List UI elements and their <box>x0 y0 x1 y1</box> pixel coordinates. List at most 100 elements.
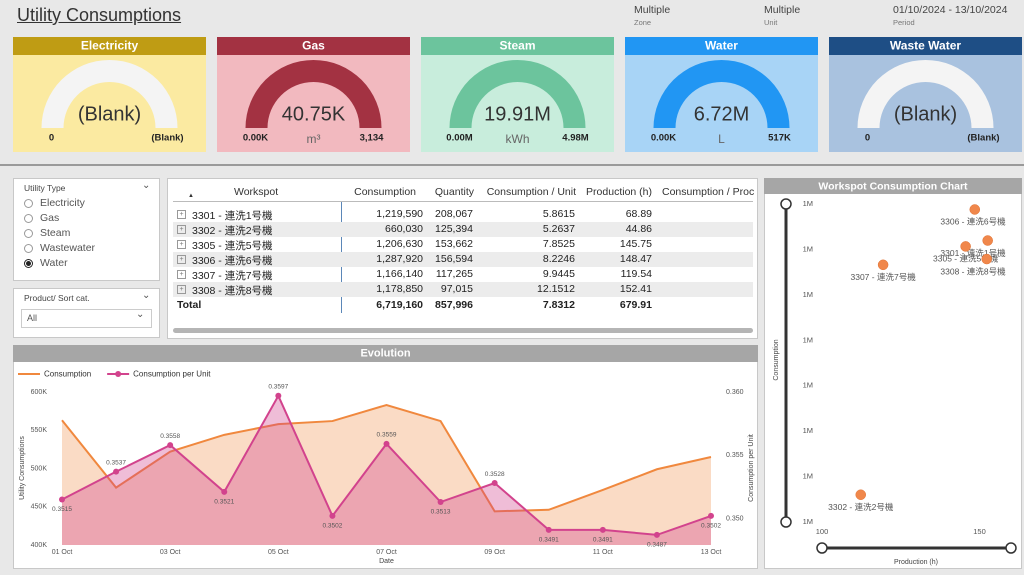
expand-icon[interactable]: + <box>177 240 186 249</box>
radio[interactable] <box>24 229 33 238</box>
table-cell: 9.9445 <box>542 268 575 280</box>
gauge-title: Electricity <box>81 39 139 53</box>
table-cell: 117,265 <box>435 268 473 280</box>
column-header[interactable]: Quantity <box>434 186 474 198</box>
expand-icon[interactable]: + <box>177 225 186 234</box>
gauge-body <box>217 55 410 152</box>
table-cell: 5.8615 <box>542 208 575 220</box>
radio[interactable] <box>24 244 33 253</box>
slicer-title: Product/ Sort cat. <box>24 293 90 303</box>
table-cell: 8.2246 <box>542 253 575 265</box>
gauge-value: 19.91M <box>484 103 551 125</box>
row-shade <box>173 222 753 237</box>
table-cell: 3307 - 連洗7号機 <box>192 270 273 282</box>
gauge-arc <box>41 60 178 128</box>
table-cell: Total <box>177 299 202 311</box>
slicer-title: Utility Type <box>24 183 66 193</box>
scrollbar[interactable] <box>173 328 753 333</box>
separator <box>0 164 1024 166</box>
column-header[interactable]: Workspot <box>234 186 279 198</box>
chevron: ⌄ <box>142 290 151 301</box>
gauge-title: Water <box>705 39 738 53</box>
table-cell: 7.8525 <box>542 238 575 250</box>
row-shade <box>173 282 753 297</box>
gauge-min: 0.00M <box>446 133 472 144</box>
table-cell: 68.89 <box>625 208 652 220</box>
radio[interactable] <box>24 214 33 223</box>
table-cell: 153,662 <box>435 238 473 250</box>
table-cell: 97,015 <box>440 283 473 295</box>
table-cell: 7.8312 <box>542 299 575 311</box>
radio[interactable] <box>24 199 33 208</box>
filter-value[interactable]: Multiple <box>764 4 801 16</box>
header-rule <box>173 201 753 202</box>
radio-label[interactable]: Steam <box>40 227 71 239</box>
table-cell: 12.1512 <box>537 283 575 295</box>
column-header[interactable]: Consumption <box>354 186 416 198</box>
radio-label[interactable]: Gas <box>40 212 60 224</box>
table-cell: 1,178,850 <box>376 283 423 295</box>
gauge-value: 40.75K <box>282 103 346 125</box>
gauge-value: 6.72M <box>694 103 750 125</box>
column-header[interactable]: Consumption / Unit <box>486 186 576 198</box>
table-cell: 44.86 <box>625 223 652 235</box>
gauge-header <box>217 37 410 55</box>
gauge-title: Gas <box>302 39 325 53</box>
scatter-panel <box>764 178 1022 569</box>
chevron: ⌄ <box>142 180 151 191</box>
table-cell: 660,030 <box>385 223 423 235</box>
gauge-min: 0.00K <box>651 133 676 144</box>
page-title: Utility Consumptions <box>17 5 182 25</box>
gauge-title: Steam <box>499 39 535 53</box>
expand-icon[interactable]: + <box>177 285 186 294</box>
gauge-max: 517K <box>768 133 791 144</box>
expand-icon[interactable]: + <box>177 270 186 279</box>
filter-value[interactable]: 01/10/2024 - 13/10/2024 <box>893 4 1008 16</box>
table-cell: 3308 - 連洗8号機 <box>192 285 273 297</box>
gauge-min: 0 <box>865 133 870 144</box>
expand-icon[interactable]: + <box>177 255 186 264</box>
column-header[interactable]: Production (h) <box>586 186 652 198</box>
row-shade <box>173 252 753 267</box>
filter-value[interactable]: Multiple <box>634 4 671 16</box>
gauge-arc <box>653 60 790 128</box>
table-cell: 1,166,140 <box>376 268 423 280</box>
workspot-table: ▲ Workspot Consumption Quantity Consumption … <box>167 178 758 339</box>
gauge-min: 0.00K <box>243 133 268 144</box>
gauge-min: 0 <box>49 133 54 144</box>
gauge-value: (Blank) <box>78 103 141 125</box>
radio[interactable] <box>24 259 33 268</box>
table-cell: 857,996 <box>435 299 473 311</box>
radio-label[interactable]: Water <box>40 257 68 269</box>
gauge-body <box>625 55 818 152</box>
table-cell: 1,206,630 <box>376 238 423 250</box>
gauge-header <box>421 37 614 55</box>
dropdown-value[interactable]: All <box>27 313 38 323</box>
dropdown-chevron: ⌄ <box>136 309 145 320</box>
table-cell: 679.91 <box>619 299 652 311</box>
column-header[interactable]: Consumption / Proc <box>662 186 755 198</box>
dropdown[interactable]: All ⌄ <box>21 309 152 328</box>
table-cell: 1,219,590 <box>376 208 423 220</box>
table-cell: 148.47 <box>619 253 652 265</box>
radio-label[interactable]: Electricity <box>40 197 85 209</box>
gauge-max: (Blank) <box>151 133 183 144</box>
gauge-unit: L <box>718 132 725 146</box>
utility-type-slicer: Utility Type ⌄ Electricity Gas Steam Wastewat… <box>13 178 160 281</box>
gauge-max: (Blank) <box>967 133 999 144</box>
gauge-arc <box>857 60 994 128</box>
table-cell: 152.41 <box>619 283 652 295</box>
filter-caption: Zone <box>634 18 652 27</box>
table-cell: 119.54 <box>620 268 652 280</box>
table-cell: 1,287,920 <box>376 253 423 265</box>
radio-label[interactable]: Wastewater <box>40 242 96 254</box>
gauge-unit: kWh <box>506 132 530 146</box>
gauge-max: 3,134 <box>360 133 384 144</box>
gauge-body <box>829 55 1022 152</box>
filter-caption: Period <box>893 18 915 27</box>
table-cell: 3305 - 連洗5号機 <box>192 240 273 252</box>
gauge-header <box>625 37 818 55</box>
table-cell: 3306 - 連洗6号機 <box>192 255 273 267</box>
expand-icon[interactable]: + <box>177 210 186 219</box>
